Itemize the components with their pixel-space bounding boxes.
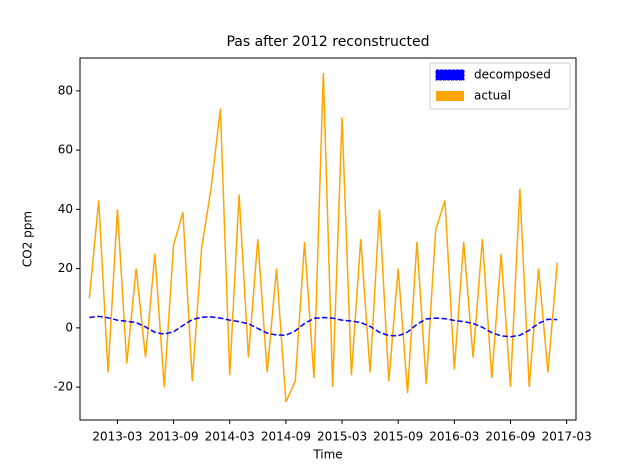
x-tick-label: 2016-09 [485, 430, 535, 444]
x-axis-label: Time [312, 448, 342, 462]
x-tick-label: 2014-09 [261, 430, 311, 444]
series-line [88, 73, 559, 403]
legend-label: actual [474, 89, 511, 103]
chart-title: Pas after 2012 reconstructed [226, 34, 429, 50]
y-tick-label: -20 [53, 380, 73, 394]
plot-frame [79, 57, 577, 421]
legend-swatch [435, 69, 465, 81]
legend-box [429, 62, 571, 110]
y-axis-label: CO2 ppm [21, 211, 35, 267]
y-tick-label: 80 [58, 83, 73, 97]
x-tick-label: 2015-03 [317, 430, 367, 444]
series-line [89, 315, 558, 338]
x-tick-label: 2013-09 [149, 430, 199, 444]
x-tick-label: 2015-09 [373, 430, 423, 444]
x-tick-label: 2017-03 [542, 430, 592, 444]
y-tick-label: 60 [58, 143, 73, 157]
x-tick-label: 2014-03 [205, 430, 255, 444]
y-tick-label: 40 [58, 202, 73, 216]
x-tick-label: 2013-03 [92, 430, 142, 444]
legend: decomposed actual [429, 62, 571, 110]
legend-swatch [436, 91, 464, 101]
y-tick-label: 20 [58, 261, 73, 275]
legend-label: decomposed [474, 68, 551, 82]
y-tick-label: 0 [65, 320, 73, 334]
x-tick-label: 2016-03 [429, 430, 479, 444]
